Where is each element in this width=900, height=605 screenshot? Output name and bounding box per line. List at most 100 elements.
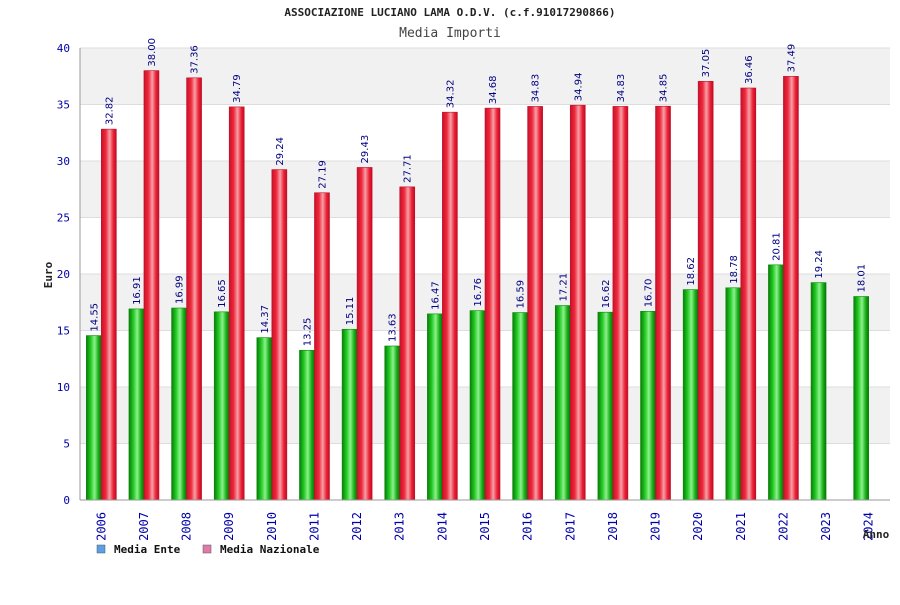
data-label-media-ente: 16.59 — [516, 280, 527, 309]
axes — [79, 48, 890, 501]
x-tick-label: 2008 — [180, 512, 194, 541]
data-label-media-ente: 13.25 — [302, 318, 313, 347]
bar-media-ente — [341, 328, 358, 501]
data-label-media-nazionale: 34.68 — [488, 75, 499, 104]
x-tick-label: 2017 — [563, 512, 577, 541]
y-tick-label: 20 — [57, 268, 70, 281]
data-label-media-ente: 20.81 — [771, 232, 782, 261]
x-tick-label: 2014 — [435, 512, 449, 541]
legend-label-media-ente: Media Ente — [114, 543, 181, 556]
bar-media-nazionale — [697, 81, 714, 501]
bar-media-nazionale — [442, 111, 458, 501]
y-tick-label: 30 — [57, 155, 70, 168]
bar-media-nazionale — [356, 167, 373, 501]
y-tick-label: 10 — [57, 381, 70, 394]
y-axis-label: Euro — [42, 261, 55, 288]
x-tick-label: 2020 — [691, 512, 705, 541]
data-label-media-ente: 13.63 — [388, 313, 399, 342]
x-tick-label: 2015 — [478, 512, 492, 541]
y-tick-label: 25 — [57, 212, 70, 225]
bar-media-nazionale — [655, 105, 671, 501]
x-tick-label: 2022 — [776, 512, 790, 541]
bar-media-nazionale — [527, 106, 543, 501]
data-label-media-nazionale: 29.24 — [275, 137, 286, 166]
y-tick-label: 5 — [63, 438, 70, 451]
data-label-media-ente: 17.21 — [558, 273, 569, 302]
data-label-media-ente: 18.01 — [857, 264, 868, 293]
x-tick-label: 2024 — [862, 512, 876, 541]
data-label-media-ente: 16.47 — [430, 281, 441, 310]
bar-media-ente — [213, 311, 230, 501]
data-label-media-nazionale: 34.94 — [573, 73, 584, 102]
x-tick-label: 2013 — [393, 512, 407, 541]
x-axis-label: Anno — [863, 528, 890, 541]
data-label-media-ente: 14.55 — [89, 303, 100, 332]
y-tick-label: 15 — [57, 325, 70, 338]
data-label-media-ente: 16.70 — [644, 279, 655, 308]
data-label-media-nazionale: 37.36 — [190, 45, 201, 74]
bar-media-nazionale — [612, 106, 629, 501]
bar-media-nazionale — [271, 169, 288, 501]
bar-media-ente — [853, 296, 869, 501]
x-tick-label: 2021 — [734, 512, 748, 541]
chart-subtitle: Media Importi — [399, 26, 501, 41]
bar-media-nazionale — [314, 192, 330, 501]
data-label-media-nazionale: 34.32 — [445, 80, 456, 109]
x-tick-label: 2012 — [350, 512, 364, 541]
bar-media-ente — [384, 345, 401, 501]
bar-media-ente — [640, 310, 656, 501]
data-label-media-ente: 16.76 — [473, 278, 484, 307]
x-ticks: 2006 2007 2008 2009 2010 2011 2012 2013 2014 2015… — [94, 512, 875, 541]
y-tick-label: 0 — [63, 494, 70, 507]
data-label-media-ente: 16.65 — [217, 279, 228, 308]
x-tick-label: 2019 — [649, 512, 663, 541]
bar-media-nazionale — [143, 70, 160, 501]
legend-swatch-media-ente — [96, 544, 106, 554]
data-label-media-nazionale: 34.85 — [659, 74, 670, 103]
data-label-media-ente: 16.99 — [175, 275, 186, 304]
bar-media-nazionale — [783, 76, 799, 501]
bar-media-nazionale — [186, 77, 202, 501]
bar-media-ente — [597, 311, 614, 501]
data-label-media-nazionale: 27.19 — [317, 160, 328, 189]
data-label-media-ente: 18.62 — [686, 257, 697, 286]
x-tick-label: 2016 — [521, 512, 535, 541]
x-tick-label: 2007 — [137, 512, 151, 541]
data-label-media-nazionale: 38.00 — [147, 38, 158, 67]
data-label-media-nazionale: 37.49 — [786, 44, 797, 73]
bar-media-nazionale — [740, 87, 757, 501]
bar-media-ente — [299, 349, 315, 501]
legend: Media Ente Media Nazionale — [96, 543, 320, 556]
bar-media-ente — [682, 289, 699, 501]
x-tick-label: 2010 — [265, 512, 279, 541]
bar-media-ente — [86, 335, 102, 501]
x-tick-label: 2006 — [94, 512, 108, 541]
data-label-media-nazionale: 34.83 — [531, 74, 542, 103]
bar-media-ente — [469, 310, 486, 501]
x-tick-label: 2023 — [819, 512, 833, 541]
y-ticks: 0 5 10 15 20 25 30 35 40 — [57, 42, 70, 507]
bar-media-ente — [725, 287, 742, 501]
bar-media-ente — [554, 305, 571, 501]
data-label-media-nazionale: 36.46 — [744, 55, 755, 84]
data-label-media-nazionale: 32.82 — [104, 96, 115, 125]
bar-media-ente — [171, 307, 187, 501]
y-tick-label: 40 — [57, 42, 70, 55]
data-label-media-nazionale: 37.05 — [701, 49, 712, 78]
data-label-media-ente: 16.91 — [132, 276, 143, 305]
data-label-media-nazionale: 29.43 — [360, 135, 371, 164]
data-label-media-nazionale: 27.71 — [403, 154, 414, 183]
data-label-media-nazionale: 34.83 — [616, 74, 627, 103]
data-label-media-ente: 16.62 — [601, 280, 612, 309]
data-label-media-ente: 19.24 — [814, 250, 825, 279]
x-tick-label: 2011 — [307, 512, 321, 541]
data-label-media-ente: 14.37 — [260, 305, 271, 334]
bar-media-ente — [256, 337, 273, 501]
legend-swatch-media-nazionale — [202, 544, 212, 554]
bar-media-ente — [427, 313, 443, 501]
data-labels: 14.55 32.82 16.91 38.00 16.99 37.36 16.65 34.79… — [89, 38, 867, 346]
chart-title: ASSOCIAZIONE LUCIANO LAMA O.D.V. (c.f.91… — [284, 6, 615, 19]
bar-media-nazionale — [569, 104, 586, 501]
y-tick-label: 35 — [57, 99, 70, 112]
